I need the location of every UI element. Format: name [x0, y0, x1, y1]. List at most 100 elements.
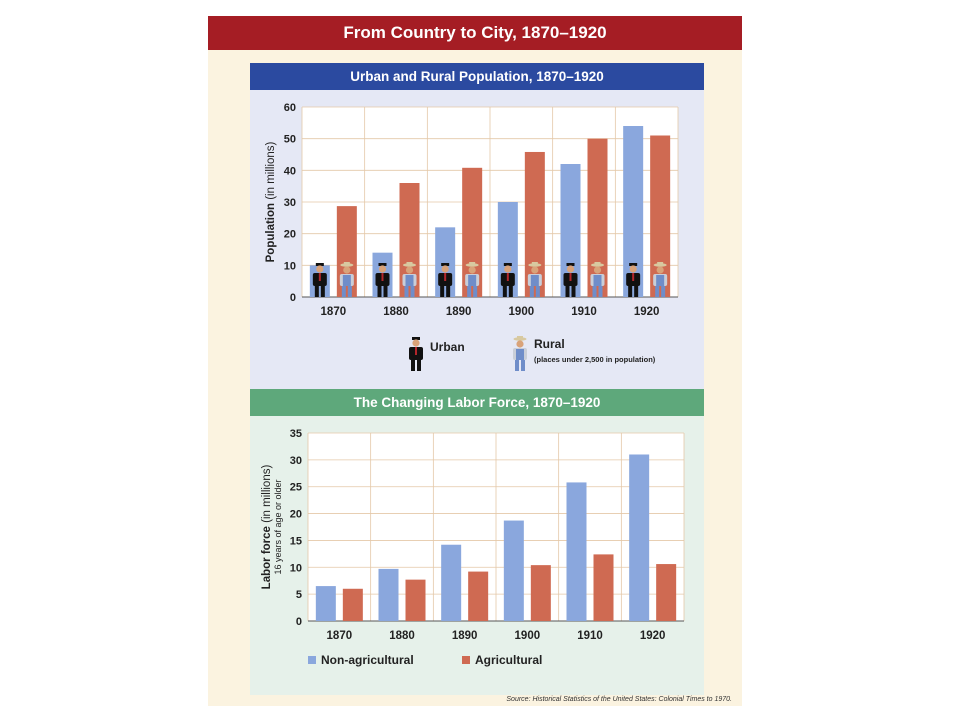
tie-shape	[506, 273, 509, 281]
bar-series-1	[629, 454, 650, 621]
x-tick-label: 1920	[640, 630, 666, 642]
tie-shape	[318, 273, 321, 281]
y-tick-label: 5	[296, 589, 302, 601]
bar-series-2	[587, 138, 608, 297]
bar-series-2	[468, 571, 489, 621]
rural-person-icon	[653, 262, 668, 297]
head-shape	[405, 266, 414, 274]
leg-shape	[598, 286, 603, 297]
head-shape	[378, 265, 387, 273]
y-tick-label: 60	[284, 102, 296, 114]
rural-person-icon	[527, 262, 542, 297]
leg-shape	[411, 360, 415, 371]
hat-shape	[517, 336, 523, 339]
overalls-shape	[530, 275, 539, 286]
head-shape	[566, 265, 575, 273]
labor-chart: 0 5 10 15 20 25 30 35 1870 1880 1890 1900 1910 1920 La…	[261, 428, 685, 667]
leg-shape	[628, 286, 633, 297]
bar-series-2	[593, 554, 614, 621]
tie-shape	[632, 273, 635, 281]
leg-shape	[529, 286, 534, 297]
head-shape	[343, 266, 351, 274]
hat-shape	[412, 337, 420, 340]
bar-series-2	[530, 565, 551, 621]
y-tick-label: 30	[290, 455, 302, 467]
overalls-shape	[656, 275, 665, 286]
tie-shape	[381, 273, 384, 281]
leg-shape	[320, 286, 325, 297]
y-tick-label: 50	[284, 134, 296, 146]
y-tick-label: 40	[284, 165, 296, 177]
leg-shape	[508, 286, 513, 297]
hat-shape	[469, 262, 476, 265]
leg-shape	[404, 286, 409, 297]
bar-series-2	[650, 135, 671, 297]
y-tick-label: 0	[290, 292, 296, 304]
x-tick-label: 1910	[577, 630, 603, 642]
hat-shape	[315, 263, 324, 266]
legend-label-rural: Rural	[534, 337, 565, 351]
leg-shape	[410, 286, 415, 297]
bar-series-2	[524, 151, 545, 297]
urban-person-icon	[409, 337, 423, 371]
legend-swatch-nonag	[308, 656, 316, 664]
head-shape	[504, 265, 512, 273]
x-tick-label: 1920	[634, 306, 660, 318]
leg-shape	[502, 286, 507, 297]
leg-shape	[314, 286, 319, 297]
hat-shape	[531, 262, 538, 265]
leg-shape	[341, 286, 346, 297]
leg-shape	[565, 286, 570, 297]
bar-series-1	[441, 544, 462, 621]
x-tick-label: 1880	[383, 306, 409, 318]
head-shape	[516, 340, 524, 348]
hat-shape	[343, 262, 350, 265]
source-note: Source: Historical Statistics of the Uni…	[506, 696, 732, 703]
x-tick-label: 1880	[389, 630, 415, 642]
y-axis-label-unit: (in millions)	[261, 465, 273, 523]
hat-shape	[378, 263, 387, 266]
leg-shape	[446, 286, 451, 297]
bar-series-1	[435, 227, 456, 297]
y-axis-label: Labor force (in millions)	[261, 465, 273, 590]
y-tick-label: 20	[290, 509, 302, 521]
legend-note-rural: (places under 2,500 in population)	[534, 355, 656, 364]
legend-label-nonag: Non-agricultural	[321, 653, 414, 667]
bar-series-2	[656, 564, 677, 621]
rural-person-icon	[339, 262, 354, 297]
hat-shape	[406, 262, 413, 265]
hat-shape	[503, 263, 512, 266]
urban-person-icon	[438, 263, 453, 297]
y-tick-label: 10	[284, 260, 296, 272]
head-shape	[441, 265, 449, 273]
hat-shape	[657, 262, 664, 265]
head-shape	[656, 266, 664, 274]
legend-swatch-ag	[462, 656, 470, 664]
overalls-shape	[516, 349, 524, 360]
leg-shape	[571, 286, 576, 297]
y-axis-label-main: Labor force	[261, 523, 273, 589]
head-shape	[629, 265, 637, 273]
bar-series-2	[405, 579, 426, 621]
head-shape	[531, 266, 539, 274]
x-tick-label: 1900	[509, 306, 535, 318]
hat-shape	[566, 263, 575, 266]
leg-shape	[521, 360, 525, 371]
head-shape	[468, 266, 476, 274]
x-tick-label: 1890	[446, 306, 472, 318]
labor-panel: The Changing Labor Force, 1870–1920 0 5 10…	[250, 389, 704, 695]
leg-shape	[655, 286, 660, 297]
rural-person-icon	[465, 262, 480, 297]
hat-shape	[594, 262, 601, 265]
main-title: From Country to City, 1870–1920	[208, 16, 742, 50]
overalls-shape	[405, 275, 414, 286]
bar-series-1	[623, 126, 644, 297]
leg-shape	[661, 286, 666, 297]
y-tick-label: 35	[290, 428, 302, 440]
y-axis-label: Population (in millions)	[265, 141, 277, 262]
urban-person-icon	[626, 263, 641, 297]
y-tick-label: 10	[290, 562, 302, 574]
rural-person-icon	[513, 336, 527, 371]
head-shape	[316, 265, 324, 273]
hat-shape	[629, 263, 638, 266]
